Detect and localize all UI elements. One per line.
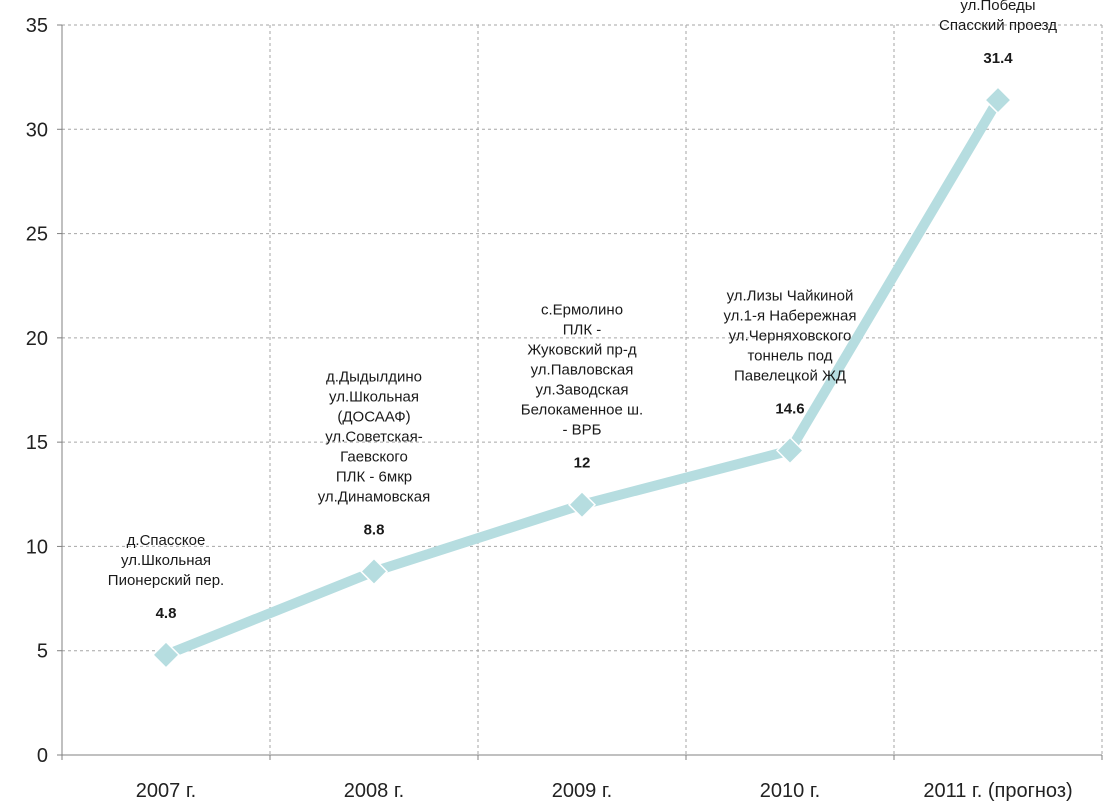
y-tick-label: 10 [26, 536, 48, 558]
data-label: 31.4 [983, 50, 1013, 67]
annotation-line: ул.Черняховского [729, 327, 852, 344]
data-label: 8.8 [364, 521, 385, 538]
x-tick-label: 2008 г. [344, 780, 404, 802]
x-tick-label: 2010 г. [760, 780, 820, 802]
y-tick-label: 0 [37, 745, 48, 767]
x-tick-label: 2011 г. (прогноз) [923, 780, 1072, 802]
annotation-line: ул.Динамовская [318, 488, 431, 505]
y-tick-label: 35 [26, 15, 48, 37]
annotation-line: ул.1-я Набережная [724, 307, 857, 324]
annotation-line: ул.Школьная [121, 552, 211, 569]
data-label: 4.8 [156, 605, 177, 622]
grid-layer [62, 24, 1103, 755]
annotation-line: ул.Заводская [536, 382, 629, 399]
y-tick-label: 15 [26, 432, 48, 454]
axis-layer: 0 5 10 15 20 25 30 35 2007 г. 2008 г. 2009 г. 2010 … [26, 15, 1103, 802]
annotation-line: тоннель под [747, 347, 832, 364]
annotation-line: ПЛК - 6мкр [336, 468, 412, 485]
annotation-group: д.Дыдылдино ул.Школьная (ДОСААФ) ул.Советск… [318, 368, 431, 505]
annotation-line: ул.Павловская [531, 362, 634, 379]
x-tick-label: 2007 г. [136, 780, 196, 802]
data-label: 14.6 [775, 400, 804, 417]
annotation-line: ул.Советская- [325, 428, 422, 445]
annotation-group: ул.Лизы Чайкиной ул.1-я Набережная ул.Черн… [724, 287, 857, 384]
data-point-marker [151, 640, 181, 669]
data-point-marker [567, 490, 597, 519]
annotation-line: Белокаменное ш. [521, 402, 643, 419]
series-layer [151, 86, 1013, 669]
annotation-line: д.Дыдылдино [326, 368, 422, 385]
data-point-marker [983, 86, 1013, 115]
y-tick-label: 5 [37, 641, 48, 663]
data-point-marker [775, 436, 805, 465]
annotation-group: ул.Советскаяул.Ольгинскаяул.Бирюлевскаяу… [939, 0, 1057, 34]
annotation-line: Пионерский пер. [108, 572, 224, 589]
annotation-group: д.Спасское ул.Школьная Пионерский пер. [108, 532, 224, 589]
y-tick-label: 25 [26, 224, 48, 246]
y-tick-label: 30 [26, 119, 48, 141]
annotation-group: с.Ермолино ПЛК - Жуковский пр-д ул.Павловск… [521, 302, 643, 439]
annotation-line: Гаевского [340, 448, 408, 465]
x-tick-label: 2009 г. [552, 780, 612, 802]
annotation-line: д.Спасское [127, 532, 206, 549]
data-label: 12 [574, 455, 591, 472]
annotation-line: ПЛК - [563, 322, 602, 339]
annotation-line: ул.Лизы Чайкиной [727, 287, 854, 304]
annotation-line: с.Ермолино [541, 302, 623, 319]
label-layer: 4.8 8.8 12 14.6 31.4 д.Спасское ул.Школьная Пио… [108, 0, 1057, 622]
data-point-marker [359, 557, 389, 586]
annotation-line: (ДОСААФ) [337, 408, 410, 425]
annotation-line: ул.Школьная [329, 388, 419, 405]
annotation-line: Жуковский пр-д [527, 342, 637, 359]
annotation-line: - ВРБ [562, 422, 601, 439]
annotation-line: ул.Победы [960, 0, 1035, 14]
annotation-line: Спасский проезд [939, 17, 1057, 34]
y-tick-label: 20 [26, 328, 48, 350]
annotation-line: Павелецкой ЖД [734, 367, 846, 384]
